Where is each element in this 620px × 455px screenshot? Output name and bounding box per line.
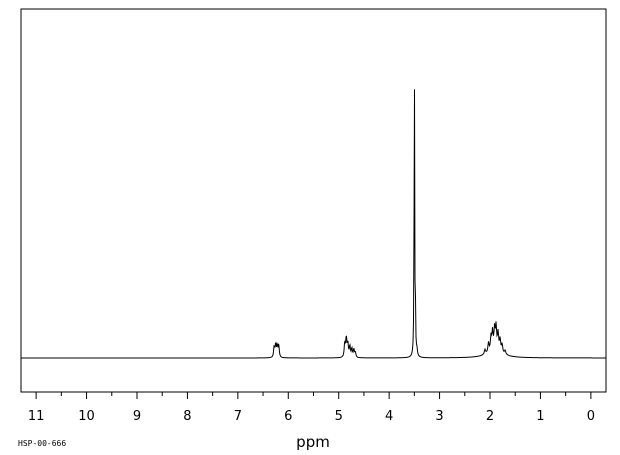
x-tick-label: 11 — [28, 409, 45, 424]
x-tick-label: 10 — [78, 409, 95, 424]
x-tick-label: 2 — [486, 409, 494, 424]
x-axis-tick-labels: 11 10 9 8 7 6 5 4 3 2 1 0 — [28, 409, 595, 424]
x-tick-label: 9 — [133, 409, 141, 424]
x-tick-label: 7 — [234, 409, 242, 424]
x-axis-title: ppm — [296, 433, 330, 451]
x-tick-label: 8 — [183, 409, 191, 424]
spectrum-trace — [21, 89, 606, 359]
spectrum-code-label: HSP-00-666 — [18, 439, 66, 448]
x-tick-label: 0 — [587, 409, 595, 424]
x-tick-label: 5 — [335, 409, 343, 424]
x-tick-label: 3 — [435, 409, 443, 424]
x-tick-label: 1 — [536, 409, 544, 424]
x-tick-label: 6 — [284, 409, 292, 424]
plot-frame — [20, 8, 607, 393]
x-tick-label: 4 — [385, 409, 393, 424]
x-axis-ticks — [35, 392, 592, 399]
